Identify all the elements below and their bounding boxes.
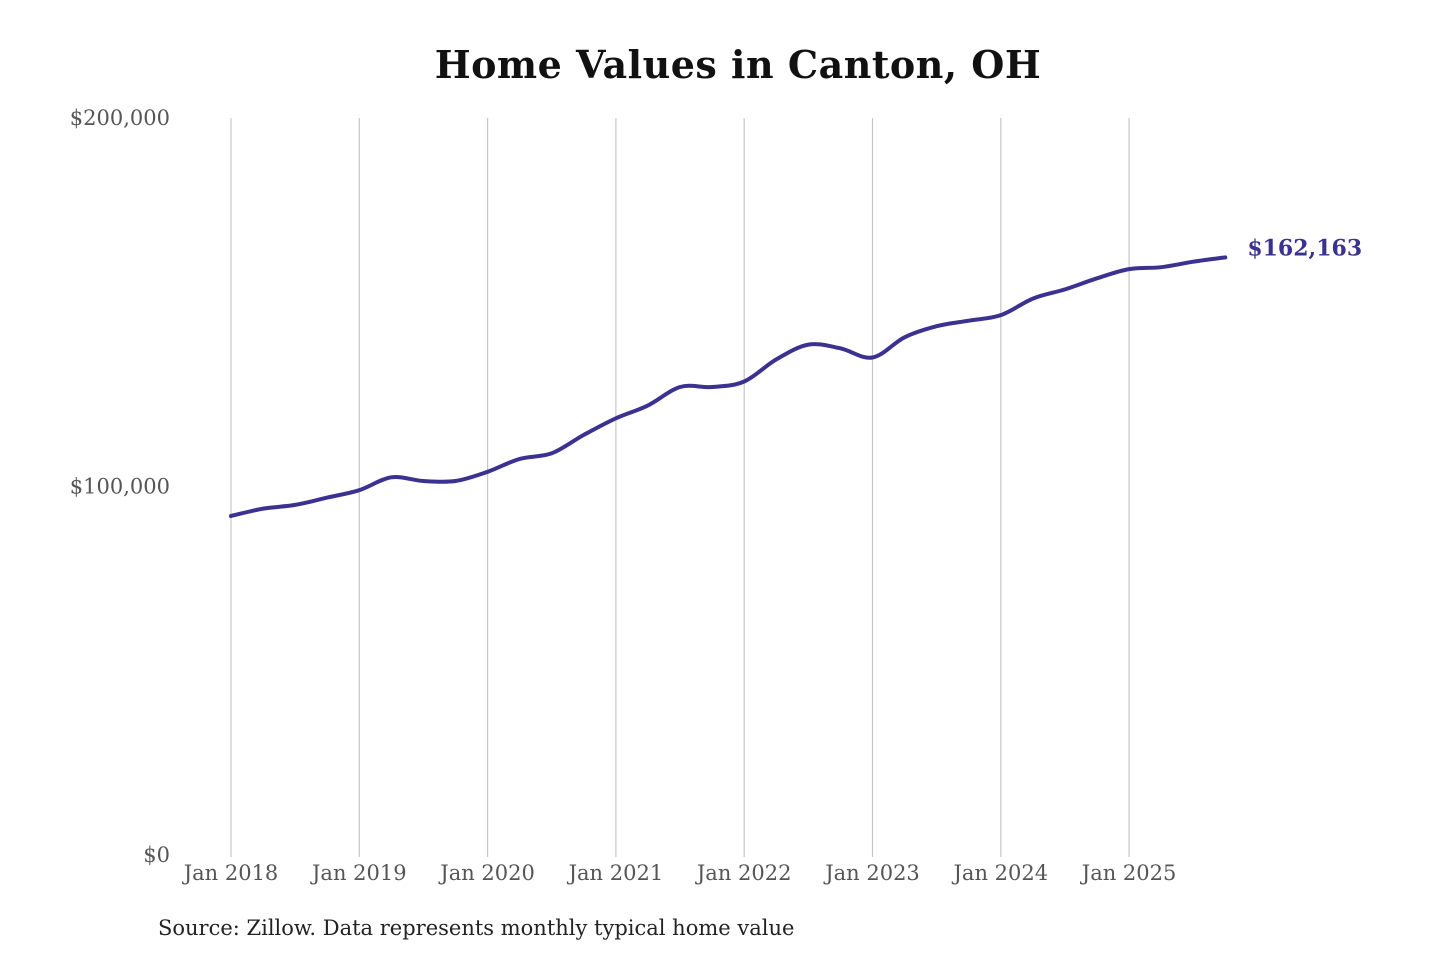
x-tick-label: Jan 2022	[695, 861, 792, 885]
x-tick-label: Jan 2018	[182, 861, 279, 885]
x-tick-label: Jan 2021	[567, 861, 664, 885]
y-tick-label: $200,000	[70, 106, 170, 130]
data-label-layer: $162,163	[1247, 235, 1362, 261]
y-axis-ticks: $0 $100,000 $200,000	[70, 106, 170, 867]
x-tick-label: Jan 2025	[1080, 861, 1177, 885]
y-tick-label: $0	[143, 843, 170, 867]
grid-layer	[230, 118, 1130, 857]
source-note: Source: Zillow. Data represents monthly …	[158, 916, 795, 940]
x-tick-label: Jan 2023	[823, 861, 920, 885]
x-axis-ticks: Jan 2018 Jan 2019 Jan 2020 Jan 2021 Jan 2022…	[182, 861, 1177, 885]
y-tick-label: $100,000	[70, 475, 170, 499]
x-tick-label: Jan 2019	[310, 861, 407, 885]
chart-title: Home Values in Canton, OH	[434, 42, 1042, 87]
series-line	[229, 255, 1228, 518]
x-tick-label: Jan 2024	[952, 861, 1049, 885]
end-value-label: $162,163	[1247, 235, 1362, 261]
x-tick-label: Jan 2020	[438, 861, 535, 885]
series-layer	[229, 255, 1228, 518]
